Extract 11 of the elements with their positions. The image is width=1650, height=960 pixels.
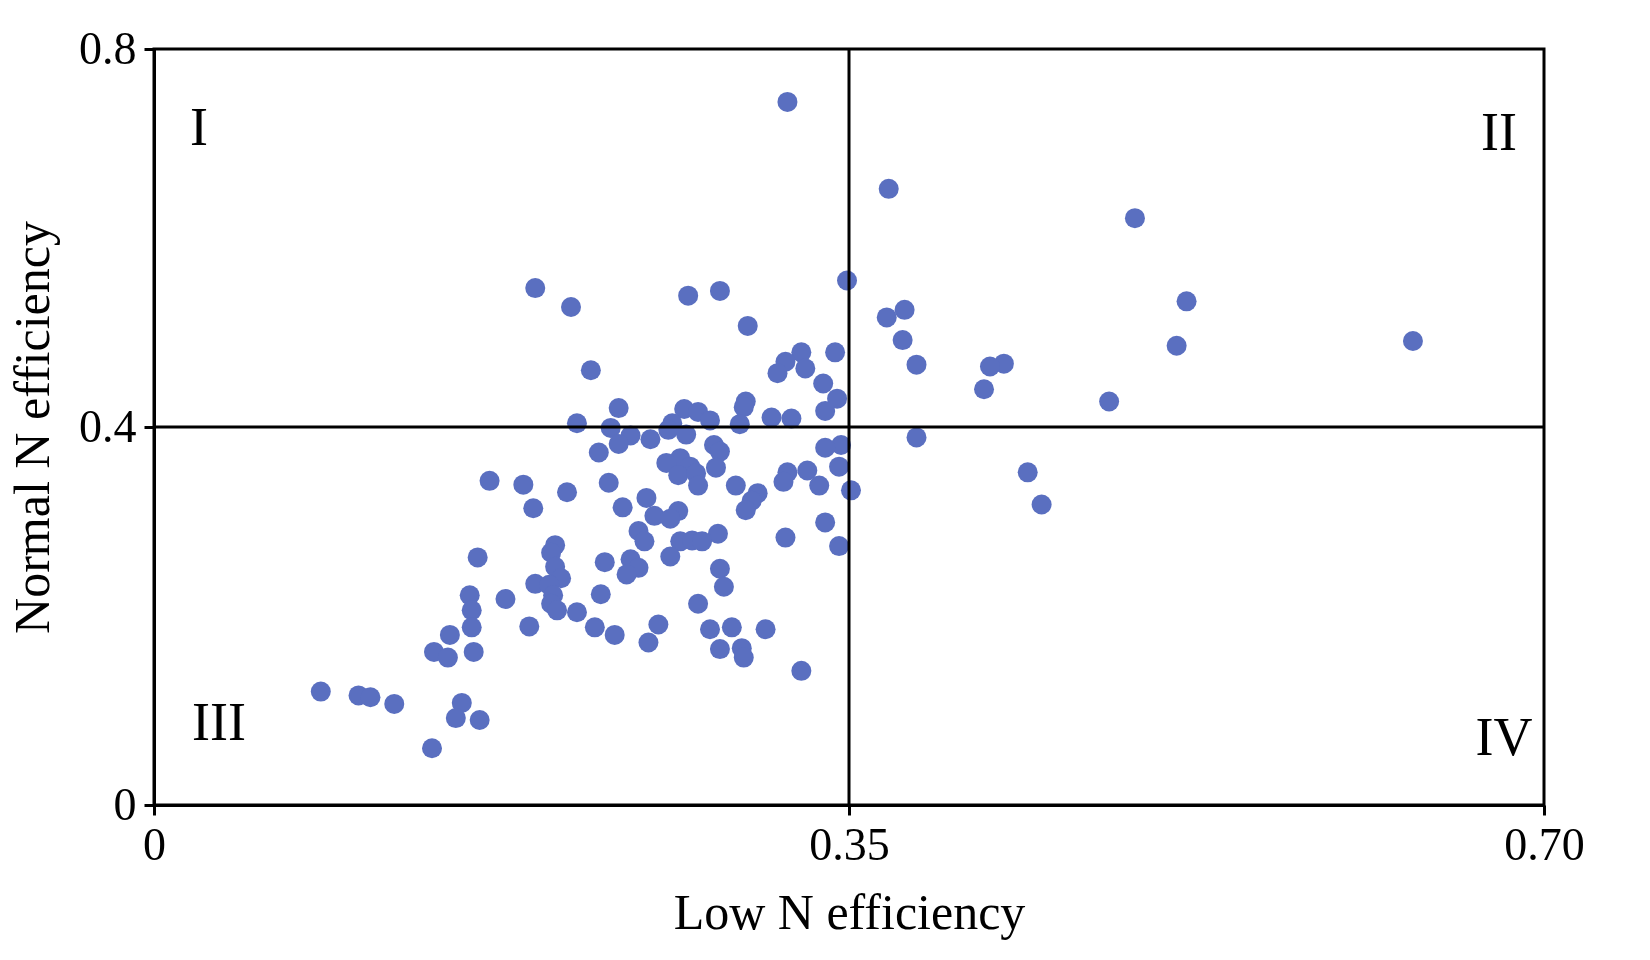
y-tick-label: 0: [113, 778, 137, 830]
x-tick-label: 0.35: [809, 818, 890, 870]
annotation: IV: [1475, 707, 1533, 767]
annotation: II: [1481, 102, 1517, 162]
annotation: III: [192, 692, 246, 752]
x-tick-label: 0.70: [1504, 818, 1585, 870]
y-axis-title: Normal N efficiency: [4, 221, 60, 634]
y-tick-label: 0.4: [79, 400, 137, 452]
y-tick-label: 0.8: [79, 22, 137, 74]
x-axis-title: Low N efficiency: [673, 883, 1026, 940]
annotation: I: [190, 97, 208, 157]
